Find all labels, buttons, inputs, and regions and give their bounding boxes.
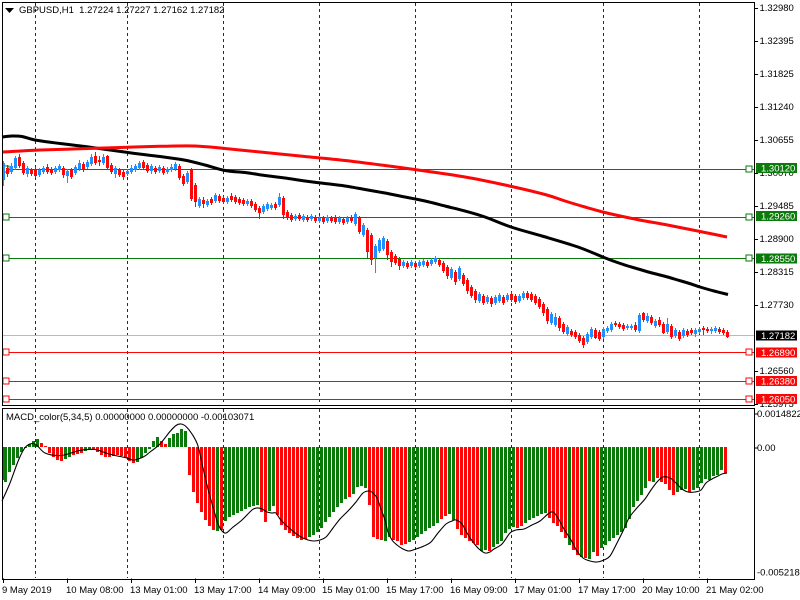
svg-text:0.00: 0.00 [757,443,776,454]
svg-text:1.30655: 1.30655 [760,135,794,146]
svg-text:1.31240: 1.31240 [760,102,794,113]
svg-text:15 May 17:00: 15 May 17:00 [386,585,444,596]
svg-text:1.28550: 1.28550 [761,254,795,265]
svg-text:10 May 08:00: 10 May 08:00 [66,585,124,596]
svg-text:1.28315: 1.28315 [760,267,794,278]
svg-text:-0.0052187: -0.0052187 [757,568,800,579]
svg-text:GBPUSD,H1 1.27224 1.27227 1.2: GBPUSD,H1 1.27224 1.27227 1.27162 1.2718… [19,5,224,16]
svg-text:0.0014822: 0.0014822 [757,409,800,420]
svg-text:17 May 17:00: 17 May 17:00 [578,585,636,596]
svg-text:21 May 02:00: 21 May 02:00 [706,585,764,596]
svg-text:MACD_color(5,34,5) 0.00000000: MACD_color(5,34,5) 0.00000000 0.00000000… [6,412,254,423]
svg-text:1.30070: 1.30070 [760,168,794,179]
svg-text:1.32980: 1.32980 [760,3,794,14]
svg-text:1.27182: 1.27182 [761,331,795,342]
svg-text:1.29485: 1.29485 [760,201,794,212]
svg-text:1.26890: 1.26890 [761,348,795,359]
svg-text:1.32395: 1.32395 [760,36,794,47]
svg-text:1.26560: 1.26560 [760,366,794,377]
svg-text:20 May 10:00: 20 May 10:00 [642,585,700,596]
svg-text:9 May 2019: 9 May 2019 [2,585,52,596]
svg-text:1.31825: 1.31825 [760,69,794,80]
svg-text:1.28900: 1.28900 [760,234,794,245]
svg-text:13 May 01:00: 13 May 01:00 [130,585,188,596]
svg-text:1.30120: 1.30120 [761,164,795,175]
svg-text:1.26050: 1.26050 [761,395,795,406]
svg-text:1.26380: 1.26380 [761,377,795,388]
svg-text:1.27730: 1.27730 [760,300,794,311]
svg-text:1.25975: 1.25975 [760,399,794,410]
svg-text:1.29260: 1.29260 [761,212,795,223]
svg-text:14 May 09:00: 14 May 09:00 [258,585,316,596]
svg-text:15 May 01:00: 15 May 01:00 [322,585,380,596]
svg-text:17 May 01:00: 17 May 01:00 [514,585,572,596]
svg-text:16 May 09:00: 16 May 09:00 [450,585,508,596]
svg-text:13 May 17:00: 13 May 17:00 [194,585,252,596]
